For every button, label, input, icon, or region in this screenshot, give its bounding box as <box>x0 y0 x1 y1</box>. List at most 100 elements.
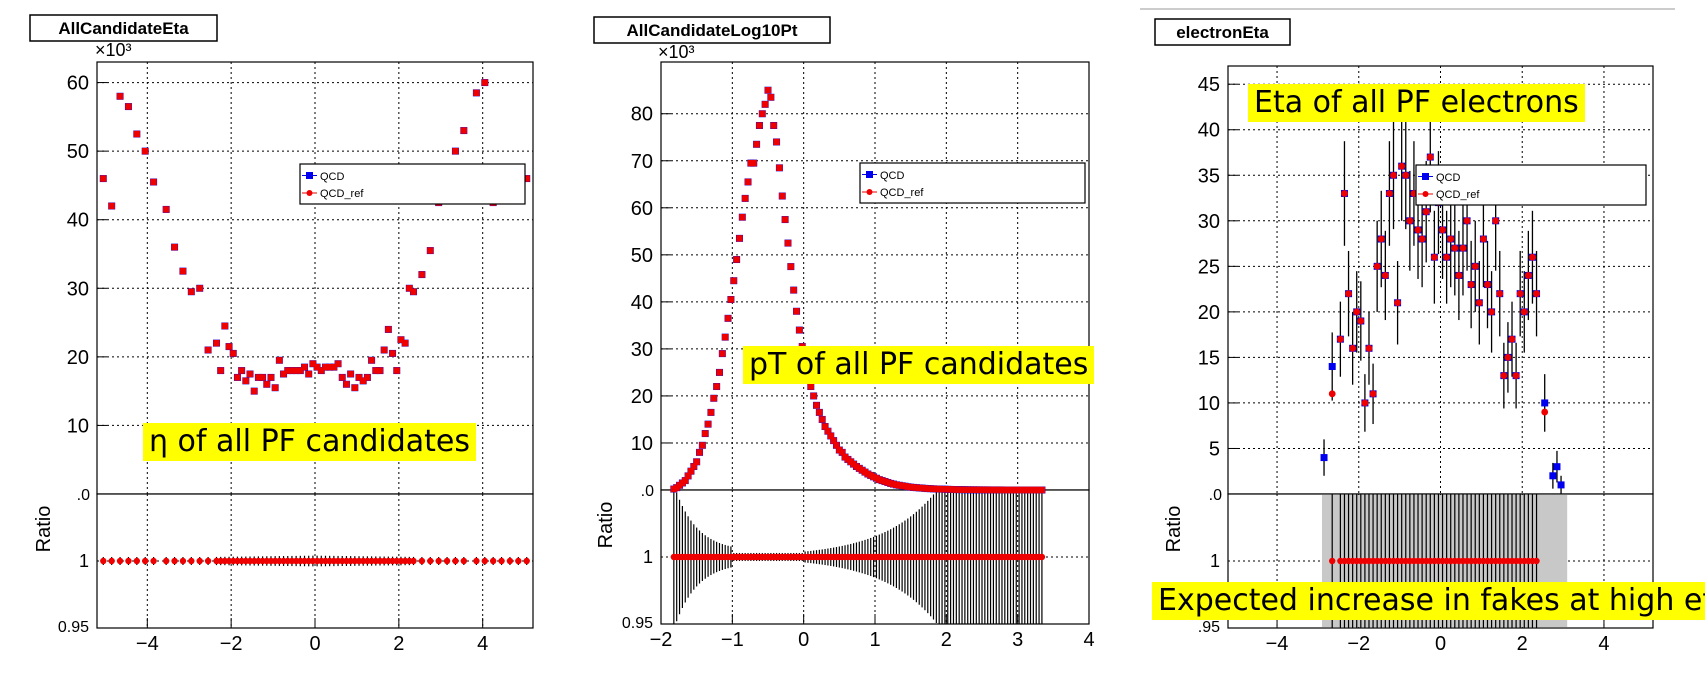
qcd-marker <box>1557 481 1565 489</box>
qcd-ref-marker <box>813 402 820 409</box>
qcd-ref-marker <box>781 216 789 223</box>
qcd-ref-marker <box>1451 244 1459 252</box>
qcd-ref-marker <box>722 333 729 341</box>
qcd-ref-marker <box>1328 390 1336 398</box>
legend-qcd-ref-label: QCD_ref <box>320 188 364 200</box>
title-box <box>593 16 831 44</box>
qcd-ref-marker <box>1524 272 1532 279</box>
qcd-ref-marker <box>217 367 224 374</box>
qcd-ref-marker <box>693 458 700 465</box>
qcd-ref-marker <box>773 138 780 146</box>
qcd-ref-marker <box>1426 153 1434 161</box>
x-tick-label: −2 <box>220 633 243 655</box>
qcd-ref-marker <box>716 369 723 376</box>
ratio-point <box>188 557 195 565</box>
ratio-point <box>427 557 434 565</box>
ratio-axis-label: Ratio <box>33 506 55 553</box>
qcd-ref-marker <box>259 374 266 381</box>
qcd-ref-marker <box>125 103 132 110</box>
ratio-tick-label: 0.95 <box>622 615 653 632</box>
qcd-ref-marker <box>406 285 413 292</box>
qcd-ref-marker <box>1500 372 1508 380</box>
qcd-ref-marker <box>1402 171 1410 179</box>
qcd-ref-marker <box>733 256 740 263</box>
qcd-ref-marker <box>1369 390 1377 398</box>
qcd-ref-marker <box>1353 308 1361 316</box>
qcd-ref-marker <box>276 357 283 364</box>
ratio-tick-label: .0 <box>77 487 90 504</box>
x-tick-label: 0 <box>1435 633 1446 655</box>
qcd-ref-marker <box>1377 235 1385 243</box>
y-tick-label: 20 <box>1198 302 1220 324</box>
qcd-ref-marker <box>427 247 434 254</box>
qcd-ref-marker <box>271 384 279 391</box>
qcd-ref-marker <box>238 367 245 374</box>
ratio-tick-label: 0.95 <box>58 619 89 636</box>
y-tick-label: 10 <box>67 415 89 437</box>
qcd-ref-marker <box>770 122 777 129</box>
qcd-ref-marker <box>221 322 229 330</box>
qcd-ref-marker <box>280 370 287 378</box>
y-tick-label: 80 <box>631 104 653 126</box>
qcd-ref-marker <box>1386 190 1393 197</box>
y-tick-label: 70 <box>631 151 653 173</box>
x-tick-label: 4 <box>1598 633 1609 655</box>
x-tick-label: −4 <box>136 633 159 655</box>
qcd-marker <box>1549 472 1557 480</box>
ratio-point <box>204 557 212 565</box>
qcd-ref-marker <box>1373 262 1381 270</box>
qcd-ref-marker <box>1443 253 1451 261</box>
qcd-ref-marker <box>753 141 760 148</box>
qcd-ref-marker <box>767 94 775 101</box>
x-tick-label: 0 <box>798 629 809 651</box>
qcd-ref-marker <box>100 175 107 182</box>
qcd-ref-marker <box>523 175 530 182</box>
qcd-ref-marker <box>1463 217 1471 225</box>
qcd-ref-marker <box>821 423 829 430</box>
ratio-tick-label: 1 <box>79 551 89 571</box>
qcd-ref-marker <box>351 384 359 391</box>
x-tick-label: 4 <box>477 633 488 655</box>
ratio-point <box>116 557 124 565</box>
ratio-point <box>410 557 417 565</box>
x-tick-label: 2 <box>941 629 952 651</box>
qcd-ref-marker <box>204 346 212 354</box>
qcd-ref-marker <box>759 110 766 117</box>
qcd-ref-marker <box>284 367 291 374</box>
ratio-point <box>150 557 157 565</box>
legend-qcd-ref-label: QCD_ref <box>880 187 924 199</box>
ratio-point <box>481 557 488 565</box>
qcd-ref-marker <box>702 430 709 437</box>
ratio-point <box>460 557 468 565</box>
qcd-ref-marker <box>807 383 814 390</box>
qcd-ref-marker <box>1038 486 1046 494</box>
qcd-ref-marker <box>188 288 195 295</box>
chart-title: electronEta <box>1176 23 1269 42</box>
qcd-ref-marker <box>682 477 689 484</box>
qcd-ref-marker <box>779 192 786 200</box>
ratio-point <box>443 557 451 565</box>
ratio-point <box>515 557 522 565</box>
qcd-ref-marker <box>360 377 367 385</box>
qcd-ref-marker <box>142 147 149 155</box>
qcd-ref-marker <box>1484 281 1491 288</box>
qcd-ref-marker <box>696 449 703 456</box>
annotation-pt: pT of all PF candidates <box>743 346 1095 384</box>
y-tick-label: 40 <box>67 210 89 232</box>
qcd-ref-marker <box>246 370 254 378</box>
y-tick-label: 30 <box>1198 211 1220 233</box>
ratio-point <box>435 557 442 565</box>
qcd-ref-marker <box>318 367 325 374</box>
ratio-point <box>1038 553 1046 561</box>
ratio-point <box>162 557 170 565</box>
qcd-ref-marker <box>292 367 300 374</box>
ratio-point <box>452 557 459 565</box>
qcd-ref-marker <box>376 367 384 374</box>
qcd-ref-marker <box>309 360 317 367</box>
qcd-ref-marker <box>744 178 752 186</box>
y-tick-label: 45 <box>1198 74 1220 96</box>
ratio-point <box>142 557 149 565</box>
legend-qcd-ref-label: QCD_ref <box>1436 189 1480 201</box>
ratio-tick-label: .95 <box>1198 619 1220 636</box>
qcd-ref-marker <box>730 277 737 284</box>
